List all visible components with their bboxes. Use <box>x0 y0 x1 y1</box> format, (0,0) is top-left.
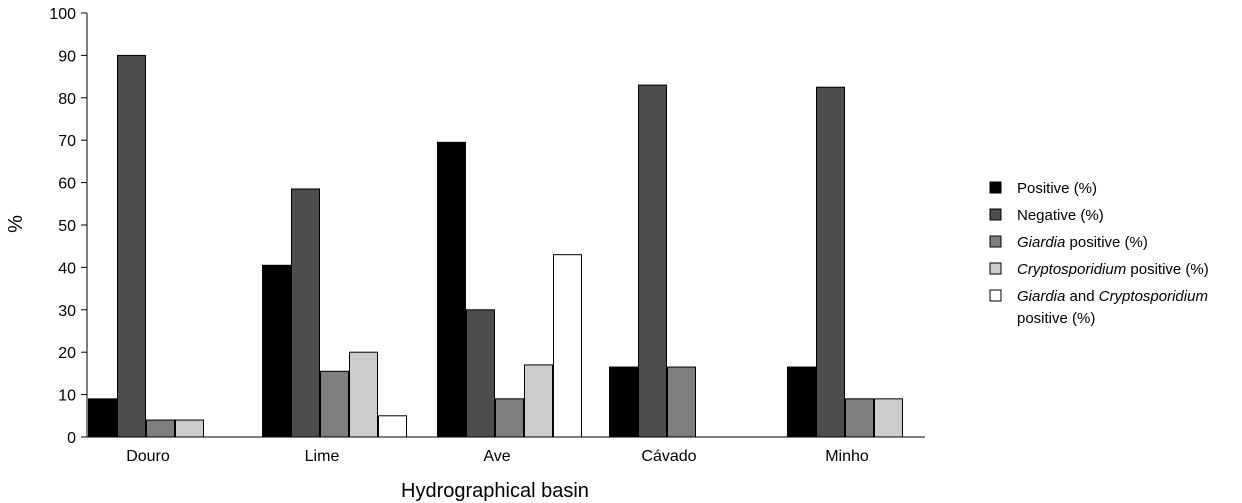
bar-cávado-1 <box>638 84 667 438</box>
bar-douro-1 <box>117 54 146 438</box>
legend-swatch <box>989 208 1002 221</box>
y-tick-label: 50 <box>58 218 76 235</box>
bar-ave-4 <box>553 254 582 438</box>
bar-minho-2 <box>845 398 874 438</box>
bar-cávado-0 <box>609 366 638 438</box>
legend-label: Positive (%) <box>1017 180 1097 197</box>
bar-lime-4 <box>378 415 407 438</box>
bar-lime-2 <box>320 370 349 438</box>
legend-label-part: positive (%) <box>1065 234 1148 251</box>
x-tick-label: Minho <box>825 448 869 465</box>
bar-douro-2 <box>146 419 175 438</box>
y-axis-title: % <box>5 215 27 233</box>
x-axis: Douro Lime Ave Cávado Minho <box>126 448 869 465</box>
legend-label-part: positive (%) <box>1126 261 1209 278</box>
bar-minho-3 <box>874 398 903 438</box>
legend-swatch <box>989 289 1002 302</box>
legend-label-part: Cryptosporidium <box>1017 261 1126 278</box>
legend-label-line2: positive (%) <box>1017 310 1095 327</box>
bar-minho-0 <box>787 366 816 438</box>
bar-lime-3 <box>349 351 378 438</box>
legend-label-part: and <box>1065 288 1098 305</box>
y-tick-label: 90 <box>58 48 76 65</box>
y-tick-label: 80 <box>58 91 76 108</box>
legend-label: Giardia and Cryptosporidium <box>1017 288 1208 305</box>
legend-label: Negative (%) <box>1017 207 1104 224</box>
y-tick-label: 40 <box>58 260 76 277</box>
bar-lime-1 <box>291 188 320 438</box>
y-tick-label: 0 <box>67 430 76 447</box>
legend-swatch <box>989 181 1002 194</box>
y-tick-label: 70 <box>58 133 76 150</box>
bar-cávado-2 <box>667 366 696 438</box>
bar-douro-0 <box>88 398 117 438</box>
x-tick-label: Cávado <box>641 448 696 465</box>
legend-label-part: Giardia <box>1017 234 1065 251</box>
legend: Positive (%) Negative (%) Giardia positive… <box>989 180 1209 327</box>
legend-label-part: Giardia <box>1017 288 1065 305</box>
legend-label-part: positive (%) <box>1017 310 1095 327</box>
legend-swatch <box>989 235 1002 248</box>
x-tick-label: Lime <box>305 448 340 465</box>
bar-lime-0 <box>262 264 291 438</box>
bar-minho-1 <box>816 86 845 438</box>
legend-label-part: Positive (%) <box>1017 180 1097 197</box>
legend-swatch <box>989 262 1002 275</box>
y-tick-label: 30 <box>58 303 76 320</box>
y-axis: 0 10 20 30 40 50 60 70 80 90 100 <box>49 6 925 447</box>
bar-ave-0 <box>437 141 466 438</box>
legend-label-part: Cryptosporidium <box>1099 288 1208 305</box>
bar-ave-3 <box>524 364 553 438</box>
x-axis-title: Hydrographical basin <box>401 480 589 502</box>
y-tick-label: 60 <box>58 176 76 193</box>
legend-label: Giardia positive (%) <box>1017 234 1148 251</box>
y-tick-label: 10 <box>58 388 76 405</box>
legend-label: Cryptosporidium positive (%) <box>1017 261 1209 278</box>
bar-ave-1 <box>466 309 495 438</box>
x-tick-label: Douro <box>126 448 170 465</box>
bar-douro-3 <box>175 419 204 438</box>
x-tick-label: Ave <box>483 448 510 465</box>
legend-label-part: Negative (%) <box>1017 207 1104 224</box>
bars <box>88 54 903 438</box>
y-tick-label: 100 <box>49 6 76 23</box>
y-tick-label: 20 <box>58 345 76 362</box>
bar-ave-2 <box>495 398 524 438</box>
